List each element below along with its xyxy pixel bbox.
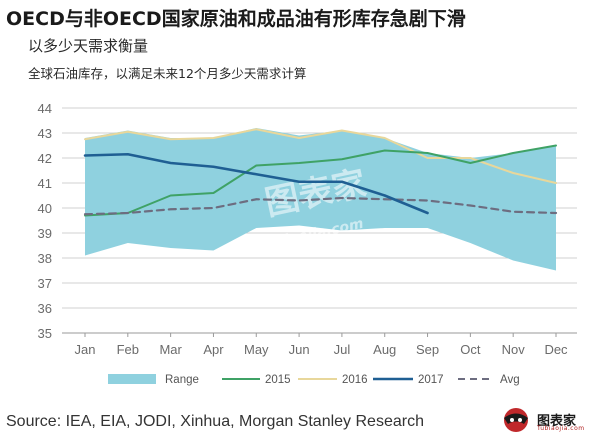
source-note: Source: IEA, EIA, JODI, Xinhua, Morgan S…: [6, 413, 424, 430]
x-tick-label: Oct: [460, 342, 481, 357]
y-tick-label: 37: [38, 276, 52, 291]
legend: Range 2015 2016 2017 Avg: [108, 374, 520, 386]
oil-inventory-chart: 图表家 Tubiaojia.com 35 36 37 38 39 40 41 42 43 44 Ja…: [38, 101, 577, 386]
y-tick-label: 39: [38, 226, 52, 241]
chart-subtitle: 以多少天需求衡量: [28, 37, 149, 55]
x-tick-label: Mar: [159, 342, 182, 357]
x-tick-label: Jul: [334, 342, 351, 357]
logo-text: 图表家: [537, 414, 577, 429]
x-tick-label: Dec: [544, 342, 568, 357]
x-tick-label: Nov: [502, 342, 526, 357]
x-tick-label: Jan: [75, 342, 96, 357]
y-tick-label: 44: [38, 101, 52, 116]
series-layer: [83, 128, 558, 217]
x-tick-label: May: [244, 342, 269, 357]
legend-label-2015: 2015: [265, 374, 291, 386]
y-tick-label: 36: [38, 301, 52, 316]
x-tick-label: Feb: [117, 342, 139, 357]
site-logo: 图表家 Tubiaojia.com: [497, 405, 593, 435]
legend-label-2016: 2016: [342, 374, 368, 386]
range-band: [85, 128, 556, 271]
logo-sub-text: Tubiaojia.com: [537, 425, 585, 432]
y-tick-label: 40: [38, 201, 52, 216]
logo-mark-icon: [504, 408, 528, 432]
series-line-avg: [83, 196, 558, 216]
y-tick-label: 43: [38, 126, 52, 141]
chart-caption: 全球石油库存，以满足未来12个月多少天需求计算: [28, 66, 307, 81]
x-tick-label: Jun: [289, 342, 310, 357]
series-line-2017: [83, 152, 429, 215]
x-tick-label: Sep: [416, 342, 439, 357]
series-line-2015: [84, 144, 557, 217]
legend-label-range: Range: [165, 374, 199, 386]
y-tick-label: 35: [38, 326, 52, 341]
axis-layer: 35 36 37 38 39 40 41 42 43 44 Jan Feb Mar Apr May Jun Ju…: [38, 101, 577, 357]
y-tick-label: 41: [38, 176, 52, 191]
legend-label-avg: Avg: [500, 374, 520, 386]
y-tick-label: 38: [38, 251, 52, 266]
range-layer: [85, 128, 556, 271]
chart-title: OECD与非OECD国家原油和成品油有形库存急剧下滑: [6, 8, 466, 30]
legend-swatch-range: [108, 374, 156, 384]
x-tick-label: Aug: [373, 342, 396, 357]
x-tick-label: Apr: [203, 342, 224, 357]
legend-label-2017: 2017: [418, 374, 444, 386]
watermark: 图表家 Tubiaojia.com: [256, 163, 370, 253]
y-tick-label: 42: [38, 151, 52, 166]
